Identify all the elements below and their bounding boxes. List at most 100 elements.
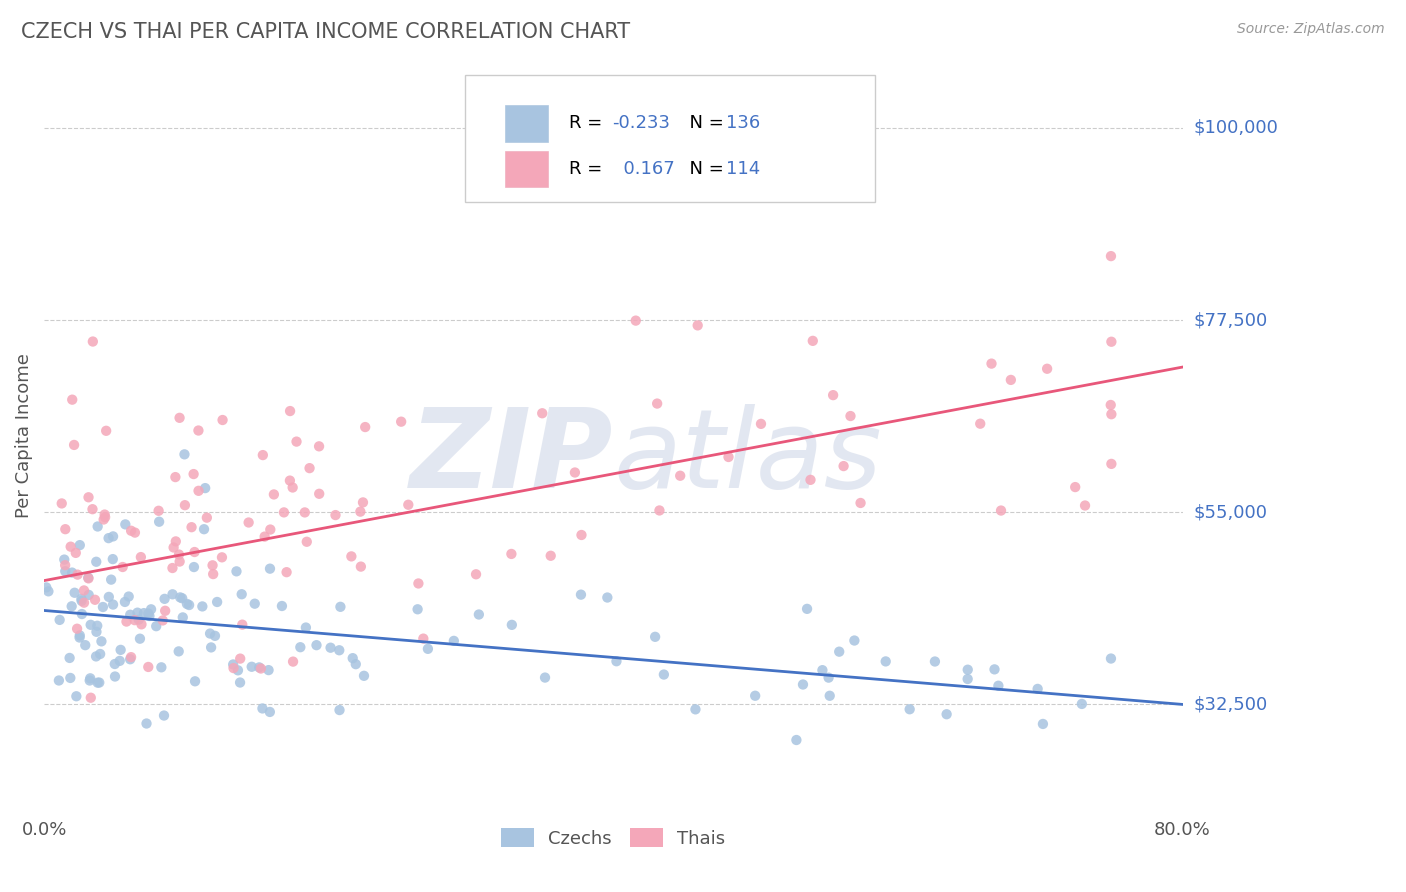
Point — [176, 597, 198, 611]
Point — [354, 420, 377, 434]
Point — [408, 576, 430, 591]
Point — [875, 654, 897, 668]
Point — [329, 599, 352, 614]
Text: N =: N = — [678, 160, 730, 178]
Point — [60, 566, 83, 580]
Point — [86, 675, 108, 690]
Point — [198, 626, 221, 640]
Point — [91, 600, 114, 615]
Point — [744, 689, 766, 703]
Point — [285, 434, 308, 449]
Point — [238, 516, 260, 530]
Point — [65, 690, 87, 704]
Point — [319, 640, 342, 655]
Point — [225, 565, 247, 579]
Point — [77, 571, 100, 585]
Point — [252, 448, 274, 462]
Point — [138, 609, 160, 624]
Point — [540, 549, 562, 563]
Point — [983, 662, 1005, 676]
Y-axis label: Per Capita Income: Per Capita Income — [15, 353, 32, 518]
Point — [172, 610, 194, 624]
Point — [174, 498, 197, 512]
Point — [48, 613, 70, 627]
Point — [120, 607, 142, 622]
Point — [93, 508, 115, 522]
Point — [200, 640, 222, 655]
Point — [184, 674, 207, 689]
Point — [956, 663, 979, 677]
Point — [53, 564, 76, 578]
Point — [980, 357, 1002, 371]
Point — [138, 607, 160, 621]
Point — [183, 467, 205, 481]
Point — [1036, 361, 1059, 376]
Point — [183, 560, 205, 574]
Point — [648, 503, 671, 517]
Point — [69, 631, 91, 645]
Point — [111, 560, 134, 574]
Point — [226, 663, 249, 677]
Text: $100,000: $100,000 — [1194, 119, 1278, 137]
Point — [1032, 717, 1054, 731]
Text: N =: N = — [678, 114, 730, 133]
Point — [832, 459, 855, 474]
Point — [70, 607, 93, 621]
Point — [686, 318, 709, 333]
Point — [278, 404, 301, 418]
Point — [132, 606, 155, 620]
Point — [205, 595, 228, 609]
Point — [924, 655, 946, 669]
Point — [247, 660, 270, 674]
Point — [290, 640, 312, 655]
Point — [294, 505, 316, 519]
Point — [115, 615, 138, 629]
Point — [596, 591, 619, 605]
Point — [136, 660, 159, 674]
Point — [110, 643, 132, 657]
Point — [1099, 249, 1122, 263]
Point — [669, 468, 692, 483]
Point — [1064, 480, 1087, 494]
Point — [187, 483, 209, 498]
Point — [191, 599, 214, 614]
Point — [77, 490, 100, 504]
Point — [135, 716, 157, 731]
Point — [801, 334, 824, 348]
Point — [305, 638, 328, 652]
Point — [65, 546, 87, 560]
Text: $55,000: $55,000 — [1194, 503, 1268, 521]
Point — [325, 508, 347, 522]
Point — [131, 617, 153, 632]
Legend: Czechs, Thais: Czechs, Thais — [495, 821, 733, 855]
Point — [101, 598, 124, 612]
Point — [259, 705, 281, 719]
Point — [396, 498, 419, 512]
Point — [69, 628, 91, 642]
Point — [204, 629, 226, 643]
Point — [120, 524, 142, 538]
Point — [101, 529, 124, 543]
Point — [839, 409, 862, 423]
Point — [818, 689, 841, 703]
Point — [195, 510, 218, 524]
Point — [173, 447, 195, 461]
Point — [799, 473, 821, 487]
Point — [66, 567, 89, 582]
Point — [624, 313, 647, 327]
Point — [152, 614, 174, 628]
Text: -0.233: -0.233 — [612, 114, 671, 133]
Point — [37, 584, 59, 599]
Point — [94, 510, 117, 524]
Point — [162, 541, 184, 555]
Point — [66, 622, 89, 636]
Point — [84, 555, 107, 569]
Point — [935, 707, 957, 722]
Point — [969, 417, 991, 431]
Point — [73, 596, 96, 610]
Point — [987, 679, 1010, 693]
Text: Source: ZipAtlas.com: Source: ZipAtlas.com — [1237, 22, 1385, 37]
Point — [465, 567, 488, 582]
Point — [53, 522, 76, 536]
Point — [278, 474, 301, 488]
